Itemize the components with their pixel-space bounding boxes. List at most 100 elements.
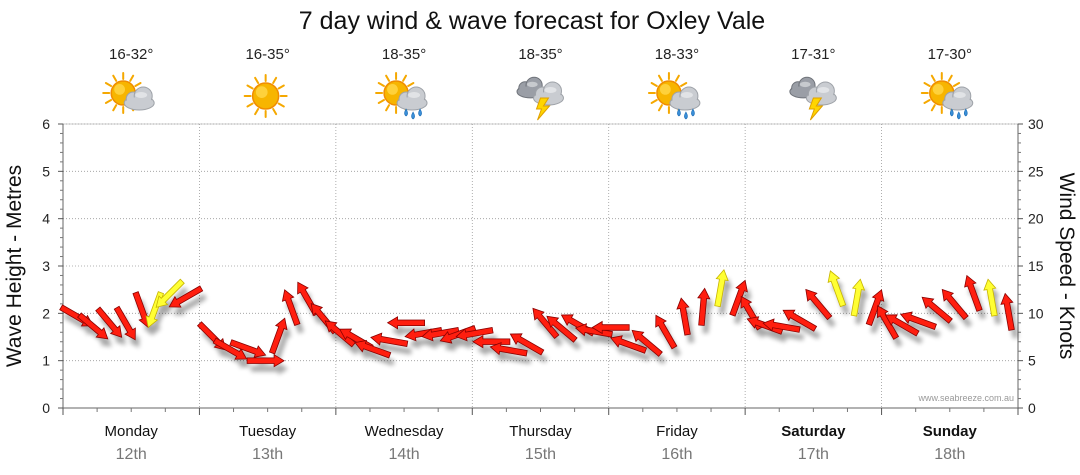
- wind-arrow-shadow: [614, 343, 651, 362]
- temp-range-label: 17-31°: [791, 46, 835, 63]
- wind-arrow: [509, 333, 545, 356]
- wind-arrow: [386, 316, 426, 330]
- wind-arrow: [229, 339, 267, 358]
- partly-cloudy-showers-icon: [375, 72, 428, 120]
- wind-arrow: [77, 312, 109, 340]
- wind-arrow-shadow: [494, 350, 532, 365]
- wind-arrow: [246, 353, 285, 368]
- y-tick-label-right: 5: [1028, 353, 1036, 369]
- wind-arrow: [805, 288, 833, 321]
- wind-arrow: [850, 278, 866, 317]
- date-label: 12th: [116, 446, 147, 463]
- wind-arrow-shadow: [273, 326, 291, 362]
- partly-cloudy-icon: [102, 72, 155, 114]
- wind-arrow: [676, 297, 691, 336]
- wind-arrow-shadow: [926, 305, 957, 332]
- day-label: Friday: [656, 423, 698, 440]
- wind-arrow: [439, 325, 477, 344]
- temp-range-label: 18-33°: [655, 46, 699, 63]
- wind-arrow: [155, 278, 185, 308]
- credit-text: www.seabreeze.com.au: [917, 393, 1014, 403]
- wind-arrow: [921, 296, 953, 324]
- wind-arrow: [489, 342, 528, 357]
- temp-range-label: 16-35°: [245, 46, 289, 63]
- wind-arrow-shadow: [636, 338, 667, 365]
- wind-arrow: [983, 278, 998, 317]
- partly-cloudy-showers-icon: [647, 72, 701, 120]
- y-tick-label-left: 6: [42, 116, 50, 132]
- y-tick-label-right: 25: [1028, 163, 1044, 179]
- date-label: 17th: [798, 446, 829, 463]
- day-label: Sunday: [923, 423, 978, 440]
- wind-arrow: [95, 306, 123, 338]
- wind-arrow-shadow: [409, 335, 447, 349]
- y-axis-left-label: Wave Height - Metres: [3, 165, 26, 367]
- wind-arrow: [455, 326, 494, 342]
- wind-arrow: [964, 274, 983, 312]
- wind-arrow: [610, 335, 648, 354]
- wind-arrow-shadow: [391, 324, 429, 337]
- wind-arrow-shadow: [251, 362, 289, 375]
- y-tick-label-right: 20: [1028, 211, 1044, 227]
- y-tick-label-right: 30: [1028, 116, 1044, 132]
- wind-arrow: [827, 270, 847, 308]
- y-tick-label-left: 1: [42, 353, 50, 369]
- day-label: Tuesday: [239, 423, 296, 440]
- wind-arrow-shadow: [550, 324, 582, 351]
- date-label: 13th: [252, 446, 283, 463]
- wind-arrow: [941, 288, 969, 321]
- y-tick-label-left: 5: [42, 163, 50, 179]
- day-label: Saturday: [781, 423, 846, 440]
- y-tick-label-right: 15: [1028, 258, 1044, 274]
- y-tick-label-right: 10: [1028, 305, 1044, 321]
- date-label: 18th: [934, 446, 965, 463]
- date-label: 15th: [525, 446, 556, 463]
- wind-arrow-shadow: [514, 341, 548, 363]
- y-tick-label-left: 2: [42, 305, 50, 321]
- wind-arrow: [212, 337, 248, 360]
- y-tick-label-right: 0: [1028, 400, 1036, 416]
- wind-arrow: [132, 291, 151, 329]
- chart-title: 7 day wind & wave forecast for Oxley Val…: [299, 7, 765, 35]
- wind-arrow-shadow: [329, 328, 360, 355]
- y-tick-label-left: 4: [42, 211, 50, 227]
- wind-arrow: [421, 326, 460, 342]
- wind-arrow-shadow: [889, 322, 923, 344]
- wind-arrow: [762, 318, 801, 333]
- wind-arrow-shadow: [359, 348, 395, 366]
- wind-arrow: [404, 326, 443, 342]
- y-tick-label-left: 3: [42, 258, 50, 274]
- wind-arrow: [714, 269, 729, 308]
- wind-arrow: [281, 289, 301, 327]
- partly-cloudy-showers-icon: [920, 72, 974, 120]
- wind-arrow: [472, 334, 511, 349]
- day-label: Monday: [105, 423, 159, 440]
- sunny-icon: [243, 74, 288, 118]
- wind-arrow: [168, 285, 204, 308]
- date-label: 14th: [389, 446, 420, 463]
- wind-arrow-shadow: [855, 287, 869, 325]
- storm-cloud-icon: [516, 76, 564, 121]
- wind-arrow: [729, 279, 748, 317]
- wind-arrow-shadow: [579, 331, 617, 346]
- wind-arrow-shadow: [718, 277, 733, 315]
- wind-arrow: [697, 287, 711, 326]
- wind-arrow-shadow: [374, 341, 412, 355]
- date-label: 16th: [661, 446, 692, 463]
- wind-arrow: [546, 315, 578, 343]
- wind-arrow: [1000, 292, 1015, 331]
- temp-range-label: 18-35°: [382, 46, 426, 63]
- wind-arrow: [354, 339, 392, 359]
- wind-arrow-shadow: [751, 324, 787, 343]
- storm-cloud-icon: [789, 76, 837, 121]
- wind-arrow: [113, 305, 136, 341]
- wind-arrow: [782, 309, 818, 332]
- wind-arrow-shadow: [444, 333, 481, 352]
- wind-arrow: [865, 289, 885, 327]
- wind-arrow: [655, 314, 678, 350]
- wind-arrow: [591, 320, 630, 335]
- wind-arrow: [370, 332, 409, 348]
- wind-arrow-shadow: [904, 320, 941, 338]
- wind-arrow: [884, 314, 920, 337]
